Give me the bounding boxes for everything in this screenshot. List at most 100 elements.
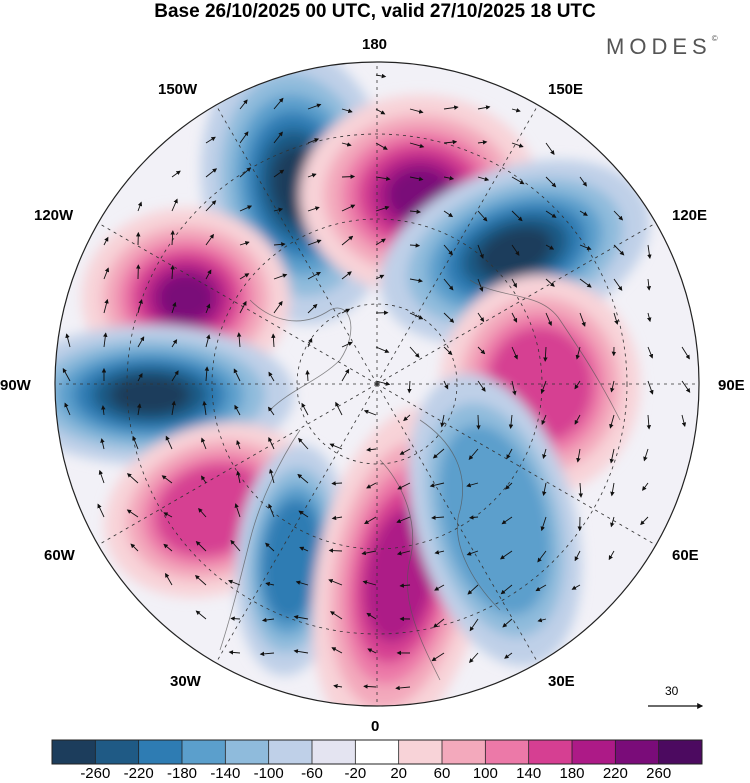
wind-arrow <box>268 406 275 416</box>
lon-label-180: 180 <box>362 36 388 53</box>
wind-arrow <box>307 271 321 280</box>
wind-arrow <box>362 580 377 586</box>
map-disc <box>55 62 699 706</box>
wind-arrow <box>97 503 105 518</box>
wind-arrow <box>502 618 513 628</box>
colorbar-tick-label: -140 <box>210 765 241 782</box>
latitude-circle <box>211 218 543 550</box>
wind-arrow <box>399 583 411 588</box>
wind-arrow <box>194 575 207 586</box>
wind-arrow <box>681 346 690 360</box>
wind-arrow <box>239 131 249 144</box>
colorbar-swatch <box>442 740 486 764</box>
wind-arrow <box>341 204 356 212</box>
wind-arrow <box>574 550 581 562</box>
colorbar-tick-label: -180 <box>166 765 198 782</box>
colorbar-swatch <box>528 740 573 764</box>
wind-arrow <box>273 169 285 178</box>
wind-arrow <box>307 303 318 314</box>
wind-arrow <box>98 469 105 484</box>
wind-arrow <box>233 368 241 382</box>
wind-arrow <box>545 244 555 250</box>
wind-arrow <box>647 244 652 260</box>
wind-arrow <box>375 274 385 280</box>
anomaly-contour-south-central-west <box>262 499 322 621</box>
wind-arrow <box>293 649 309 654</box>
wind-arrow <box>328 579 343 586</box>
wind-arrow <box>298 510 309 518</box>
wind-arrow <box>271 333 276 348</box>
wind-arrow <box>171 370 179 382</box>
wind-arrow <box>299 546 309 552</box>
wind-arrow <box>407 380 412 394</box>
wind-arrow <box>205 136 216 144</box>
wind-arrow <box>511 278 517 288</box>
wind-arrow <box>163 543 173 552</box>
wind-arrow <box>395 685 411 691</box>
wind-arrow <box>307 173 317 178</box>
wind-arrow <box>205 200 217 212</box>
wind-arrow <box>443 346 453 356</box>
wind-arrow <box>579 210 588 216</box>
wind-arrow <box>341 308 351 314</box>
wind-arrow <box>239 167 252 178</box>
wind-arrow <box>295 580 309 586</box>
wind-arrow <box>328 548 343 553</box>
wind-arrow <box>409 346 420 358</box>
wind-arrow <box>409 278 423 283</box>
wind-arrow <box>545 210 557 218</box>
wind-arrow <box>443 278 454 291</box>
wind-arrow <box>239 241 250 246</box>
wind-arrow <box>364 516 377 525</box>
wind-arrow <box>466 550 479 556</box>
wind-arrow <box>171 339 178 348</box>
wind-arrow <box>506 448 513 460</box>
wind-arrow <box>268 371 275 382</box>
wind-arrow <box>647 380 654 395</box>
colorbar-tick-label: 180 <box>559 765 585 782</box>
wind-arrow <box>409 312 424 320</box>
wind-arrow <box>537 550 547 563</box>
wind-arrow <box>132 435 139 450</box>
map-title: Base 26/10/2025 00 UTC, valid 27/10/2025… <box>154 1 596 22</box>
lon-label-90w: 90W <box>0 377 31 394</box>
wind-arrow <box>579 244 592 251</box>
wind-arrow <box>335 401 343 416</box>
wind-arrow <box>511 176 525 185</box>
wind-arrow <box>103 332 108 348</box>
anomaly-contour-south-east <box>438 424 552 616</box>
wind-arrow <box>545 176 557 188</box>
wind-arrow <box>363 409 377 416</box>
colorbar-tick-label: 140 <box>516 765 542 782</box>
wind-arrow <box>434 584 445 591</box>
wind-arrow <box>341 142 352 147</box>
wind-arrow <box>307 103 322 110</box>
wind-arrow <box>469 618 479 632</box>
wind-arrow <box>273 97 284 110</box>
wind-arrow <box>681 414 687 427</box>
wind-arrow <box>477 278 484 292</box>
meridian-line <box>91 383 378 550</box>
anomaly-contour-west <box>110 375 190 415</box>
wind-arrow <box>477 244 484 259</box>
wind-arrow <box>205 233 214 246</box>
wind-arrow <box>198 507 207 518</box>
wind-arrow <box>307 337 313 348</box>
wind-arrow <box>170 264 175 280</box>
anomaly-contour-east-north <box>477 226 553 278</box>
wind-vectors <box>62 73 691 691</box>
wind-arrow <box>542 482 547 497</box>
wind-arrow <box>574 380 581 390</box>
wind-arrow <box>466 482 479 488</box>
wind-arrow <box>476 414 481 430</box>
wind-arrow <box>505 482 513 490</box>
wind-arrow <box>511 210 523 222</box>
wind-arrow <box>331 647 343 654</box>
wind-arrow <box>170 230 175 246</box>
lon-label-120w: 120W <box>34 207 74 224</box>
colorbar-swatch <box>658 740 703 764</box>
wind-arrow <box>307 239 322 246</box>
wind-arrow <box>574 414 581 425</box>
wind-arrow <box>511 108 521 113</box>
wind-arrow <box>331 481 343 486</box>
